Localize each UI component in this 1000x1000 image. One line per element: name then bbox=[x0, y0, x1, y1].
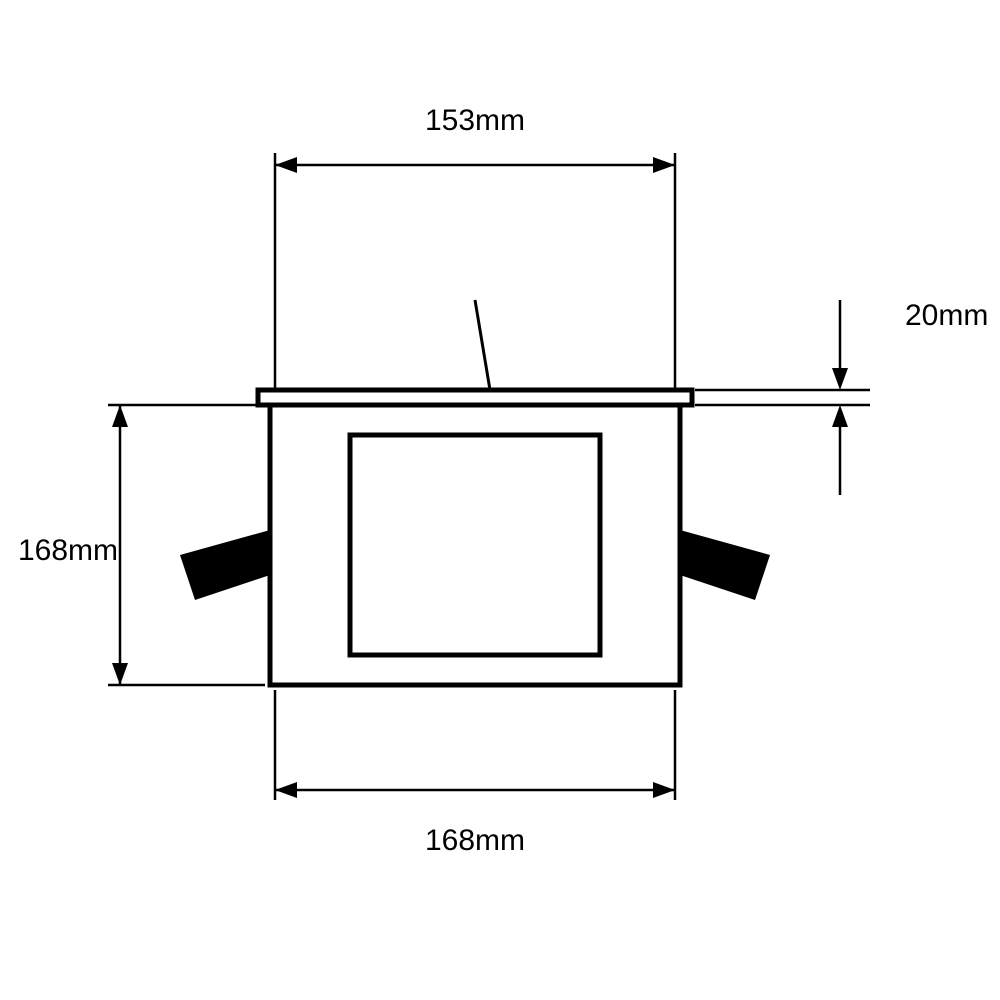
dim-label-bottom: 168mm bbox=[425, 824, 525, 857]
dim-label-left: 168mm bbox=[18, 534, 118, 567]
fixture-inner-frame bbox=[350, 435, 600, 655]
technical-diagram: 153mm 168mm 168mm 20mm bbox=[0, 0, 1000, 1000]
fixture-wire bbox=[475, 300, 490, 390]
spring-clip-left bbox=[180, 530, 270, 600]
dim-label-top: 153mm bbox=[425, 104, 525, 137]
dim-label-right: 20mm bbox=[905, 299, 988, 332]
spring-clip-right bbox=[680, 530, 770, 600]
fixture-drawing bbox=[180, 300, 770, 685]
